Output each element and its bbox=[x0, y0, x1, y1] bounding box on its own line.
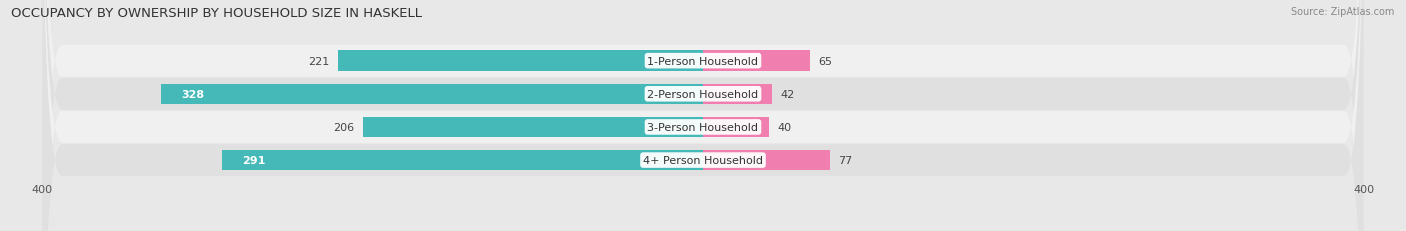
FancyBboxPatch shape bbox=[42, 0, 1364, 231]
Text: 40: 40 bbox=[778, 122, 792, 132]
Text: 4+ Person Household: 4+ Person Household bbox=[643, 155, 763, 165]
Bar bbox=[703, 150, 830, 171]
Bar bbox=[162, 84, 703, 105]
Bar bbox=[703, 84, 772, 105]
Text: 3-Person Household: 3-Person Household bbox=[648, 122, 758, 132]
Bar bbox=[703, 117, 769, 138]
Text: 206: 206 bbox=[333, 122, 354, 132]
FancyBboxPatch shape bbox=[42, 0, 1364, 231]
Text: OCCUPANCY BY OWNERSHIP BY HOUSEHOLD SIZE IN HASKELL: OCCUPANCY BY OWNERSHIP BY HOUSEHOLD SIZE… bbox=[11, 7, 422, 20]
Text: 291: 291 bbox=[242, 155, 266, 165]
Text: Source: ZipAtlas.com: Source: ZipAtlas.com bbox=[1291, 7, 1395, 17]
Text: 1-Person Household: 1-Person Household bbox=[648, 56, 758, 66]
Text: 221: 221 bbox=[308, 56, 329, 66]
Text: 328: 328 bbox=[181, 89, 204, 99]
Text: 65: 65 bbox=[818, 56, 832, 66]
FancyBboxPatch shape bbox=[42, 0, 1364, 231]
Bar bbox=[222, 150, 703, 171]
Bar bbox=[703, 51, 810, 72]
Text: 77: 77 bbox=[838, 155, 852, 165]
Text: 2-Person Household: 2-Person Household bbox=[647, 89, 759, 99]
Bar bbox=[337, 51, 703, 72]
FancyBboxPatch shape bbox=[42, 0, 1364, 231]
Bar bbox=[363, 117, 703, 138]
Text: 42: 42 bbox=[780, 89, 794, 99]
